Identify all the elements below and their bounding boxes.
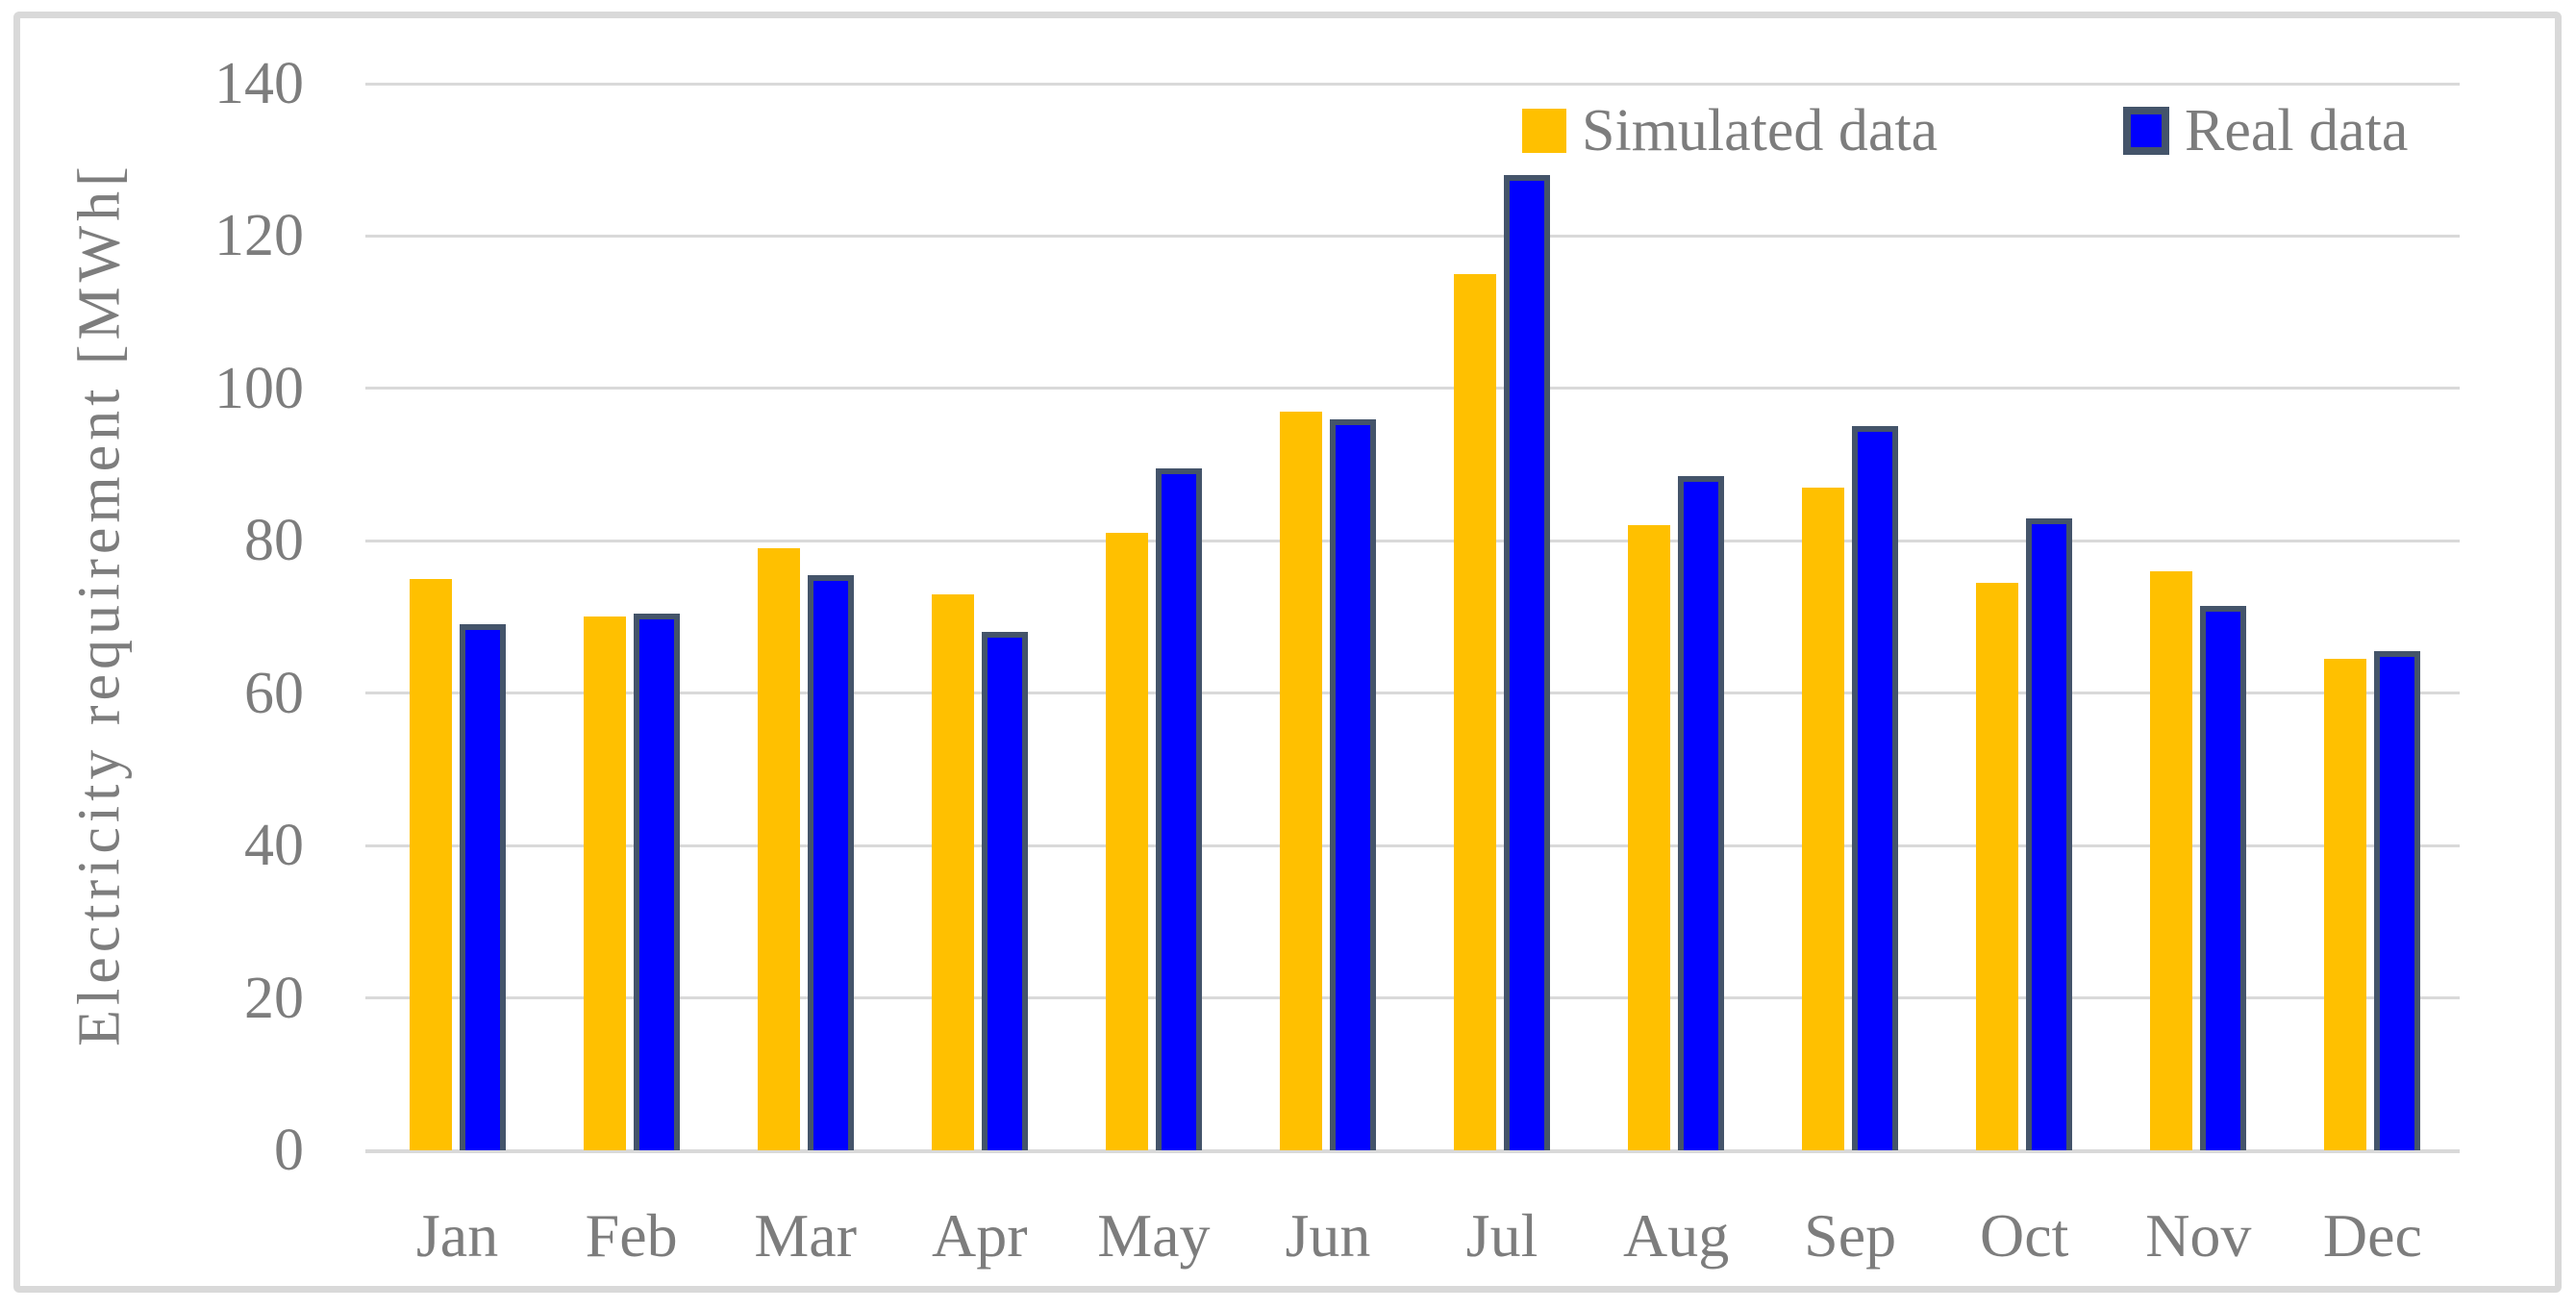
x-tick-label-sep: Sep — [1804, 1201, 1897, 1270]
gridline-20 — [365, 996, 2460, 1000]
bar-simulated-oct — [1976, 583, 2019, 1150]
x-tick-label-dec: Dec — [2322, 1201, 2422, 1270]
figure-border — [13, 12, 2562, 1293]
gridline-100 — [365, 387, 2460, 390]
bar-group-may — [1066, 84, 1240, 1150]
bar-simulated-nov — [2150, 571, 2193, 1150]
bar-group-jun — [1240, 84, 1414, 1150]
x-tick-label-jun: Jun — [1285, 1201, 1371, 1270]
gridline-80 — [365, 539, 2460, 542]
legend-item-real: Real data — [2123, 98, 2408, 164]
legend-label-real: Real data — [2185, 97, 2409, 164]
bar-simulated-jul — [1454, 274, 1496, 1150]
legend-swatch-real-icon — [2123, 107, 2169, 155]
bar-real-apr — [981, 632, 1028, 1150]
x-tick-label-apr: Apr — [932, 1201, 1028, 1270]
bar-simulated-jan — [409, 579, 452, 1150]
bar-group-nov — [2112, 84, 2286, 1150]
bar-group-sep — [1763, 84, 1938, 1150]
bar-group-feb — [544, 84, 718, 1150]
bar-group-jan — [370, 84, 544, 1150]
bar-simulated-aug — [1628, 525, 1671, 1150]
plot-area — [370, 84, 2460, 1150]
x-tick-label-nov: Nov — [2145, 1201, 2252, 1270]
bar-real-dec — [2374, 651, 2421, 1150]
x-tick-label-may: May — [1097, 1201, 1211, 1270]
bar-group-dec — [2286, 84, 2460, 1150]
bar-real-may — [1155, 468, 1202, 1150]
bar-simulated-may — [1105, 533, 1148, 1150]
bar-group-oct — [1938, 84, 2112, 1150]
bar-simulated-mar — [757, 548, 800, 1150]
gridline-0 — [365, 1148, 2460, 1153]
bar-real-aug — [1678, 476, 1725, 1150]
y-tick-label-20: 20 — [244, 965, 304, 1031]
bar-simulated-feb — [583, 617, 626, 1150]
gridline-120 — [365, 234, 2460, 238]
bar-real-oct — [2026, 518, 2073, 1150]
y-tick-label-80: 80 — [244, 508, 304, 574]
x-axis-labels: Jan Feb Mar Apr May Jun Jul Aug Sep Oct Nov Dec — [370, 1200, 2460, 1287]
bar-group-apr — [892, 84, 1066, 1150]
legend-item-simulated: Simulated data — [1522, 98, 1938, 164]
bar-real-sep — [1852, 426, 1899, 1150]
y-axis-title: Electricity requirement [MWh[ — [66, 162, 133, 1046]
bar-simulated-dec — [2324, 659, 2367, 1150]
legend-swatch-simulated-icon — [1522, 109, 1566, 153]
y-tick-label-120: 120 — [214, 203, 304, 269]
x-tick-label-jul: Jul — [1465, 1201, 1538, 1270]
bar-group-jul — [1414, 84, 1588, 1150]
bar-real-jan — [459, 624, 506, 1150]
gridline-60 — [365, 692, 2460, 695]
bar-real-feb — [633, 614, 680, 1150]
gridline-40 — [365, 843, 2460, 847]
y-tick-label-60: 60 — [244, 660, 304, 726]
y-tick-label-140: 140 — [214, 51, 304, 116]
x-tick-label-oct: Oct — [1980, 1201, 2069, 1270]
bar-real-jun — [1329, 419, 1376, 1150]
y-tick-label-40: 40 — [244, 813, 304, 879]
legend-label-simulated: Simulated data — [1582, 97, 1938, 164]
gridline-140 — [365, 82, 2460, 86]
x-tick-label-feb: Feb — [585, 1201, 678, 1270]
x-tick-label-aug: Aug — [1622, 1201, 1730, 1270]
bar-group-aug — [1589, 84, 1763, 1150]
bar-real-nov — [2200, 606, 2247, 1150]
x-tick-label-mar: Mar — [754, 1201, 857, 1270]
x-tick-label-jan: Jan — [415, 1201, 499, 1270]
y-tick-label-100: 100 — [214, 355, 304, 421]
bar-real-mar — [807, 575, 854, 1150]
bar-simulated-jun — [1279, 412, 1322, 1150]
bar-simulated-apr — [931, 594, 974, 1150]
y-tick-label-0: 0 — [274, 1118, 304, 1183]
bar-simulated-sep — [1802, 488, 1845, 1150]
bar-group-mar — [718, 84, 892, 1150]
bar-real-jul — [1504, 175, 1550, 1150]
